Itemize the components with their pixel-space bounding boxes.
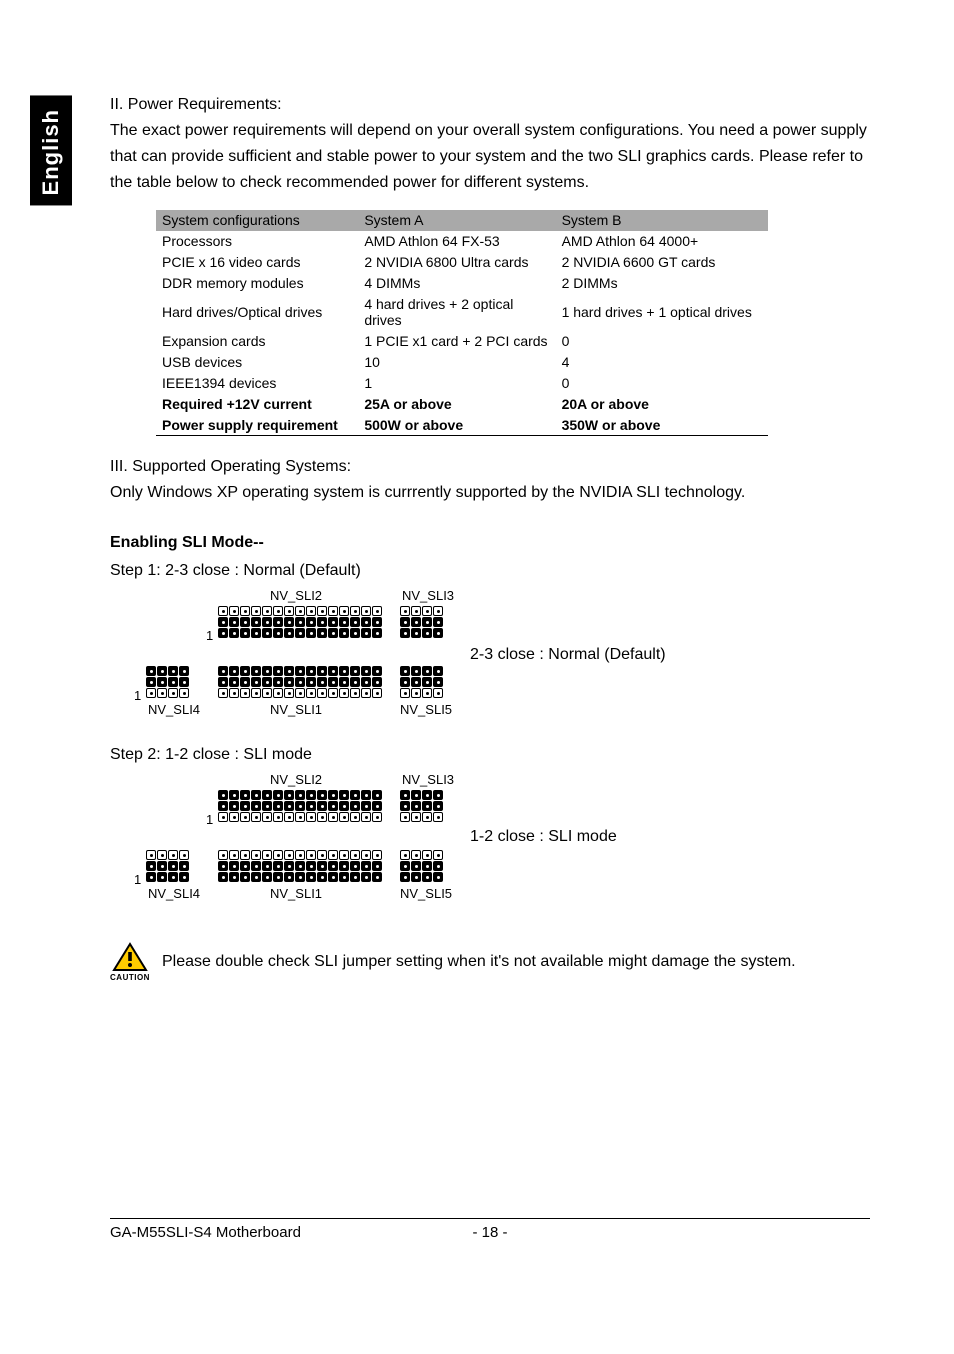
- jumper-label: 1: [134, 688, 141, 703]
- table-cell: 2 NVIDIA 6600 GT cards: [556, 252, 768, 273]
- table-header-cell: System configurations: [156, 210, 358, 231]
- table-header-row: System configurations System A System B: [156, 210, 768, 231]
- power-table-wrap: System configurations System A System B …: [156, 210, 768, 436]
- table-row: Hard drives/Optical drives4 hard drives …: [156, 294, 768, 331]
- table-row: DDR memory modules4 DIMMs2 DIMMs: [156, 273, 768, 294]
- page-footer: GA-M55SLI-S4 Motherboard - 18 -: [110, 1224, 870, 1241]
- table-cell: 4 hard drives + 2 optical drives: [358, 294, 555, 331]
- table-cell: 25A or above: [358, 394, 555, 415]
- section-2-para: The exact power requirements will depend…: [110, 118, 880, 196]
- diagram-1-caption: 2-3 close : Normal (Default): [470, 646, 666, 664]
- language-tab: English: [30, 95, 72, 205]
- section-2-heading: II. Power Requirements:: [110, 92, 880, 118]
- diagram-2-caption: 1-2 close : SLI mode: [470, 828, 617, 846]
- table-cell: Required +12V current: [156, 394, 358, 415]
- footer-rule: [110, 1218, 870, 1219]
- step-1-text: Step 1: 2-3 close : Normal (Default): [110, 562, 880, 580]
- jumper-label: NV_SLI1: [270, 702, 322, 717]
- table-cell: USB devices: [156, 352, 358, 373]
- table-row: ProcessorsAMD Athlon 64 FX-53AMD Athlon …: [156, 231, 768, 252]
- jumper-label: 1: [206, 628, 213, 643]
- caution-label: CAUTION: [110, 973, 150, 982]
- table-cell: AMD Athlon 64 FX-53: [358, 231, 555, 252]
- jumper-label: NV_SLI5: [400, 702, 452, 717]
- caution-text: Please double check SLI jumper setting w…: [162, 953, 796, 971]
- jumper-label: 1: [206, 812, 213, 827]
- table-row: Expansion cards1 PCIE x1 card + 2 PCI ca…: [156, 331, 768, 352]
- table-cell: 2 NVIDIA 6800 Ultra cards: [358, 252, 555, 273]
- table-cell: DDR memory modules: [156, 273, 358, 294]
- step-2-text: Step 2: 1-2 close : SLI mode: [110, 746, 880, 764]
- jumper-label: NV_SLI2: [270, 772, 322, 787]
- table-cell: 1 PCIE x1 card + 2 PCI cards: [358, 331, 555, 352]
- jumper-diagram-1: NV_SLI2 NV_SLI3 1 1 NV_SLI4 NV_SLI1 NV_SLI5 2-…: [110, 588, 880, 738]
- jumper-label: NV_SLI1: [270, 886, 322, 901]
- caution-block: CAUTION Please double check SLI jumper s…: [110, 942, 880, 982]
- page-content: II. Power Requirements: The exact power …: [110, 92, 880, 982]
- table-cell: 0: [556, 331, 768, 352]
- table-row: Required +12V current25A or above20A or …: [156, 394, 768, 415]
- table-cell: 10: [358, 352, 555, 373]
- table-header-cell: System B: [556, 210, 768, 231]
- caution-icon: CAUTION: [110, 942, 150, 982]
- power-table: System configurations System A System B …: [156, 210, 768, 436]
- jumper-label: NV_SLI2: [270, 588, 322, 603]
- table-row: Power supply requirement500W or above350…: [156, 415, 768, 436]
- jumper-label: NV_SLI5: [400, 886, 452, 901]
- table-cell: 4 DIMMs: [358, 273, 555, 294]
- footer-left: GA-M55SLI-S4 Motherboard: [110, 1224, 301, 1241]
- table-cell: Hard drives/Optical drives: [156, 294, 358, 331]
- jumper-label: NV_SLI3: [402, 588, 454, 603]
- table-cell: 0: [556, 373, 768, 394]
- table-cell: AMD Athlon 64 4000+: [556, 231, 768, 252]
- table-row: PCIE x 16 video cards2 NVIDIA 6800 Ultra…: [156, 252, 768, 273]
- section-3-para: Only Windows XP operating system is curr…: [110, 480, 880, 506]
- table-header-cell: System A: [358, 210, 555, 231]
- enabling-heading: Enabling SLI Mode--: [110, 534, 880, 552]
- table-cell: 1: [358, 373, 555, 394]
- jumper-label: NV_SLI3: [402, 772, 454, 787]
- jumper-label: NV_SLI4: [148, 886, 200, 901]
- table-cell: 20A or above: [556, 394, 768, 415]
- table-cell: 350W or above: [556, 415, 768, 436]
- table-cell: Expansion cards: [156, 331, 358, 352]
- table-cell: PCIE x 16 video cards: [156, 252, 358, 273]
- jumper-label: 1: [134, 872, 141, 887]
- table-cell: 1 hard drives + 1 optical drives: [556, 294, 768, 331]
- footer-page-number: - 18 -: [472, 1224, 507, 1241]
- table-cell: IEEE1394 devices: [156, 373, 358, 394]
- table-row: USB devices104: [156, 352, 768, 373]
- jumper-label: NV_SLI4: [148, 702, 200, 717]
- table-row: IEEE1394 devices10: [156, 373, 768, 394]
- table-cell: Processors: [156, 231, 358, 252]
- table-cell: 4: [556, 352, 768, 373]
- table-cell: Power supply requirement: [156, 415, 358, 436]
- section-3-heading: III. Supported Operating Systems:: [110, 454, 880, 480]
- jumper-diagram-2: NV_SLI2 NV_SLI3 1 1 NV_SLI4 NV_SLI1 NV_SLI5 1-…: [110, 772, 880, 922]
- table-cell: 2 DIMMs: [556, 273, 768, 294]
- table-cell: 500W or above: [358, 415, 555, 436]
